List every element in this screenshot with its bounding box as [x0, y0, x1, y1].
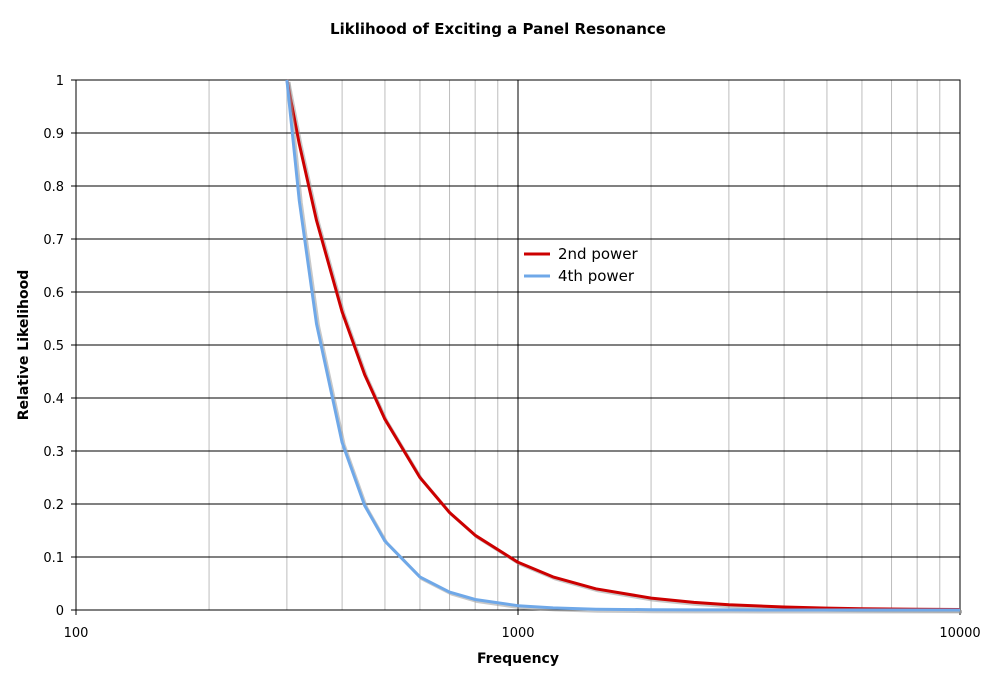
x-axis-label: Frequency: [477, 651, 559, 667]
chart-grid: [76, 79, 960, 611]
x-axis-ticks: 100 1000 10000: [64, 610, 981, 641]
x-tick-label: 10000: [939, 626, 980, 641]
y-tick-label: 0: [56, 604, 64, 619]
y-tick-label: 0.3: [43, 445, 64, 460]
y-tick-label: 0.5: [43, 339, 64, 354]
y-tick-label: 0.9: [43, 127, 64, 142]
chart-title: Liklihood of Exciting a Panel Resonance: [330, 20, 666, 38]
y-tick-label: 0.8: [43, 180, 64, 195]
legend-label-4th-power: 4th power: [558, 267, 635, 285]
series-shadow-2: [287, 81, 962, 614]
legend-label-2nd-power: 2nd power: [558, 245, 639, 263]
legend: 2nd power 4th power: [524, 245, 639, 285]
series-shadow-1: [287, 81, 963, 613]
y-tick-label: 0.4: [43, 392, 64, 407]
series-lines: [285, 79, 963, 614]
y-tick-label: 0.6: [43, 286, 64, 301]
x-tick-label: 100: [64, 626, 89, 641]
y-axis-ticks: 0 0.1 0.2 0.3 0.4 0.5 0.6 0.7 0.8 0.9 1: [43, 74, 76, 619]
y-tick-label: 0.1: [43, 551, 64, 566]
y-tick-label: 0.2: [43, 498, 64, 513]
series-line-1: [285, 79, 961, 611]
y-axis-label: Relative Likelihood: [16, 270, 32, 420]
y-tick-label: 1: [56, 74, 64, 89]
y-tick-label: 0.7: [43, 233, 64, 248]
series-line-2: [285, 79, 960, 612]
x-tick-label: 1000: [501, 626, 534, 641]
